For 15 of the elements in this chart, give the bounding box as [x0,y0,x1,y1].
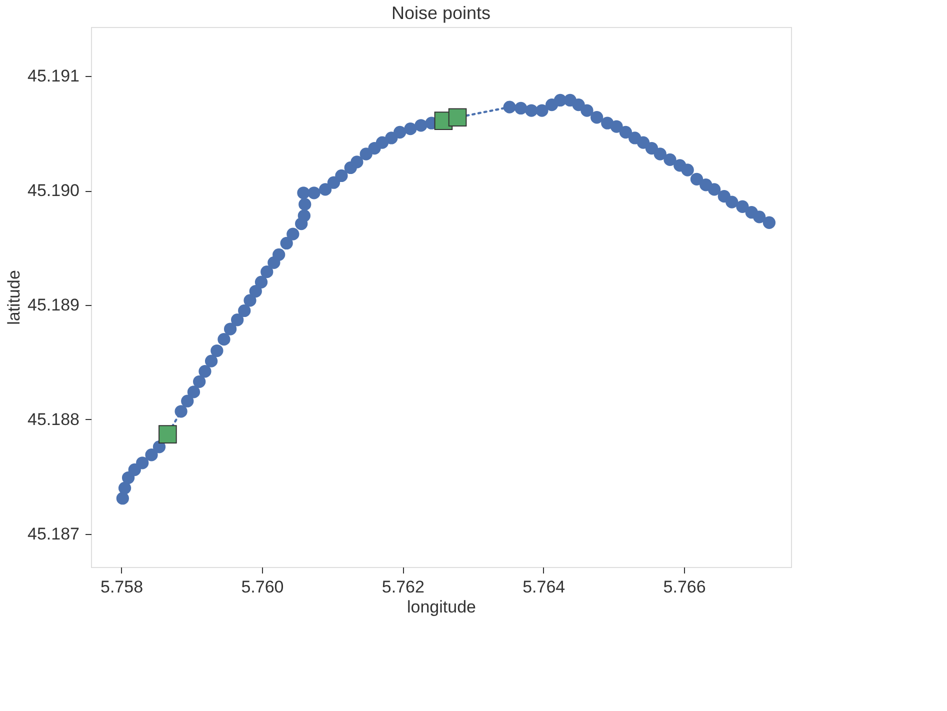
chart-title: Noise points [391,3,491,23]
y-tick-label: 45.188 [28,410,80,429]
x-axis-title: longitude [406,598,476,616]
point [448,108,467,127]
x-tick-label: 5.758 [100,578,144,596]
x-tick-label: 5.766 [663,578,706,596]
y-tick-label: 45.189 [28,296,80,315]
y-tick-label: 45.187 [28,524,80,544]
point [158,425,177,444]
x-tick-label: 5.760 [241,578,284,596]
y-tick-label: 45.190 [28,181,80,200]
y-axis-title: latitude [4,270,24,325]
x-tick-label: 5.764 [522,578,566,596]
y-tick-label: 45.191 [28,66,80,86]
x-tick-label: 5.762 [382,578,424,596]
